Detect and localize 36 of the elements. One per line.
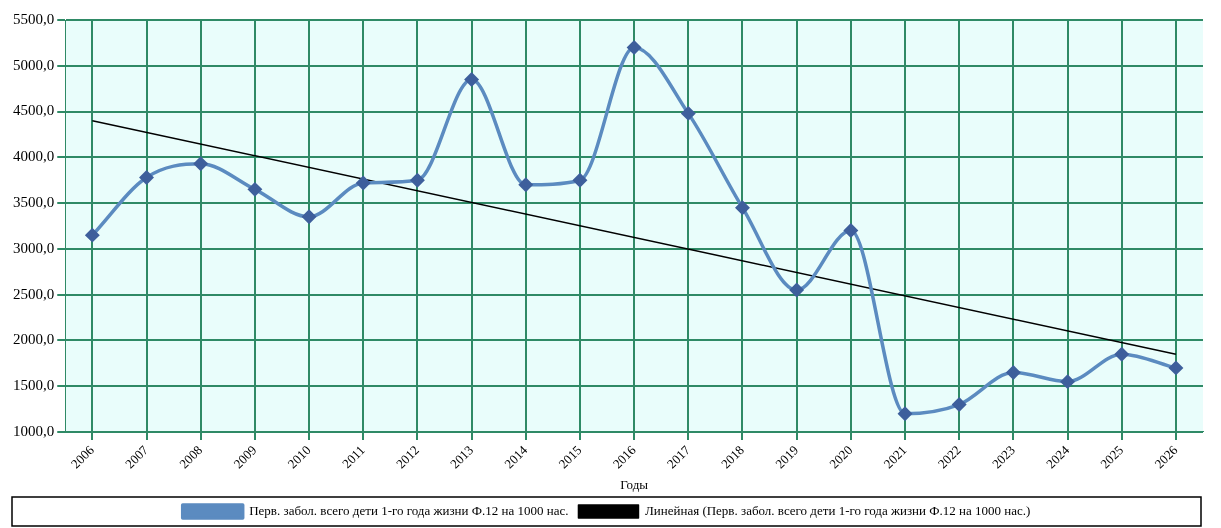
point [844,223,858,238]
y-tick-label: 4000,0 [13,148,55,165]
y-tick-label: 5500,0 [13,10,55,27]
point [952,397,966,412]
point [789,283,804,297]
point [464,72,479,87]
legend-label: Линейная (Перв. забол. всего дети 1-го года жизни Ф.12 на 1000 нас.) [644,502,1031,518]
y-tick-label: 2500,0 [13,285,55,302]
point [248,182,262,197]
point [193,156,208,171]
point [627,40,641,55]
y-tick-label: 2000,0 [13,331,55,348]
y-tick-label: 5000,0 [13,56,55,73]
point [302,210,316,224]
x-axis-title: Годы [620,476,649,492]
point [898,406,912,421]
point [410,173,425,187]
y-tick-label: 4500,0 [13,102,55,119]
point [1169,361,1183,375]
point [85,228,100,242]
y-tick-label: 3500,0 [13,194,55,211]
y-tick-label: 1000,0 [13,422,55,439]
point [735,200,750,215]
point [139,170,154,185]
y-tick-label: 1500,0 [13,377,55,394]
x-tick-label: 2011 [339,442,368,472]
x-tick-label: 2021 [880,442,910,472]
point [1060,374,1075,389]
y-tick-label: 3000,0 [13,239,55,256]
point [1114,347,1129,361]
legend-label: Перв. забол. всего дети 1-го года жизни Ф.12 на 1000 нас. [249,502,569,518]
point [1006,365,1021,380]
point [573,173,587,187]
point [681,106,696,121]
point [356,176,370,190]
point [519,178,533,192]
